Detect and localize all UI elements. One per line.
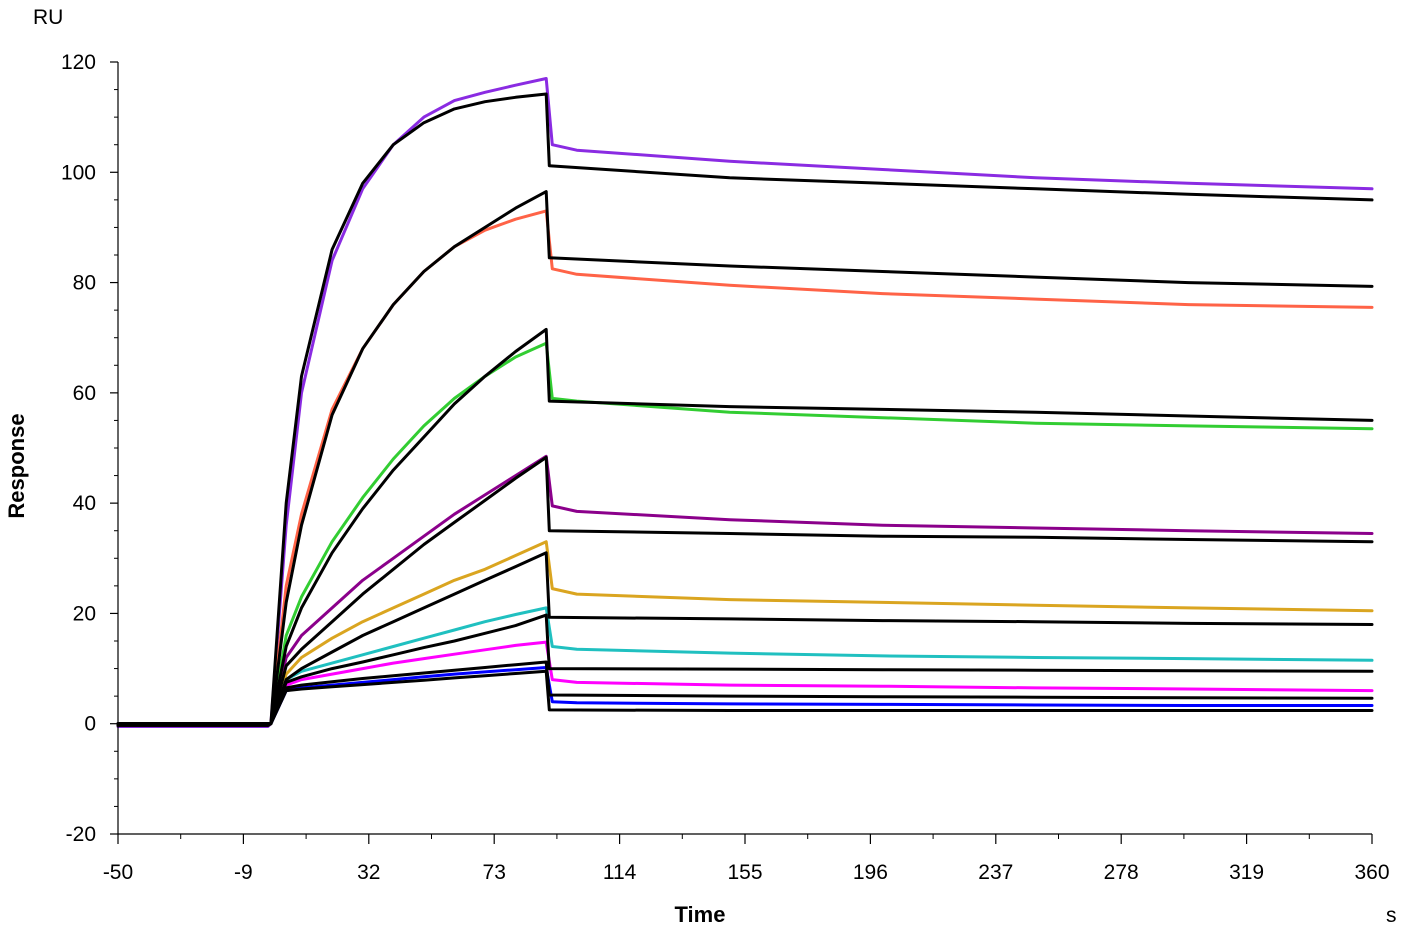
x-tick-label: -50	[103, 861, 133, 884]
x-tick-label: 278	[1104, 861, 1139, 884]
x-tick-label: 155	[727, 861, 762, 884]
measured-curve-0	[116, 77, 1374, 728]
measured-curve-4	[116, 540, 1374, 726]
x-tick-label: 319	[1229, 861, 1264, 884]
axes: -20 0 20 40 60 80 100 120 -50 -9 32 73 114 155 196 237…	[61, 51, 1390, 884]
fit-curve-12	[116, 551, 1374, 726]
fit-curve-13	[116, 613, 1374, 726]
y-tick-label: 80	[73, 272, 96, 295]
y-axis-ticks: -20 0 20 40 60 80 100 120	[61, 51, 118, 846]
measured-curve-1	[116, 209, 1374, 727]
x-tick-label: -9	[234, 861, 253, 884]
y-tick-label: 20	[73, 602, 96, 625]
fit-curve-10	[116, 327, 1374, 726]
y-tick-label: 60	[73, 382, 96, 405]
fit-curve-14	[116, 660, 1374, 726]
series-lines	[116, 77, 1374, 728]
x-axis-unit: s	[1386, 904, 1397, 927]
x-tick-label: 114	[603, 861, 637, 884]
y-tick-label: 40	[73, 492, 96, 515]
fit-curve-11	[116, 455, 1374, 726]
y-tick-label: 100	[61, 161, 96, 184]
x-axis-title: Time	[675, 902, 726, 927]
y-tick-label: -20	[66, 823, 96, 846]
x-tick-label: 360	[1354, 861, 1389, 884]
fit-curve-8	[116, 92, 1374, 727]
measured-curve-3	[116, 454, 1374, 726]
y-axis-title: Response	[4, 413, 29, 518]
measured-curve-6	[116, 640, 1374, 726]
fit-curve-15	[116, 669, 1374, 726]
x-tick-label: 73	[483, 861, 506, 884]
fit-curve-9	[116, 190, 1374, 727]
y-tick-label: 0	[84, 713, 96, 736]
x-tick-label: 32	[357, 861, 380, 884]
x-tick-label: 237	[978, 861, 1013, 884]
y-axis-unit: RU	[33, 6, 63, 29]
measured-curve-2	[116, 341, 1374, 726]
x-axis-ticks: -50 -9 32 73 114 155 196 237 278 319 360	[103, 834, 1390, 884]
x-tick-label: 196	[853, 861, 888, 884]
y-tick-label: 120	[61, 51, 96, 74]
